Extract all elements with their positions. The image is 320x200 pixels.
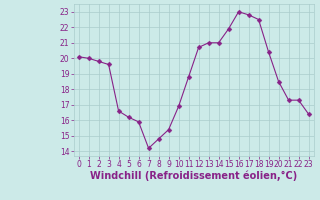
- X-axis label: Windchill (Refroidissement éolien,°C): Windchill (Refroidissement éolien,°C): [90, 171, 297, 181]
